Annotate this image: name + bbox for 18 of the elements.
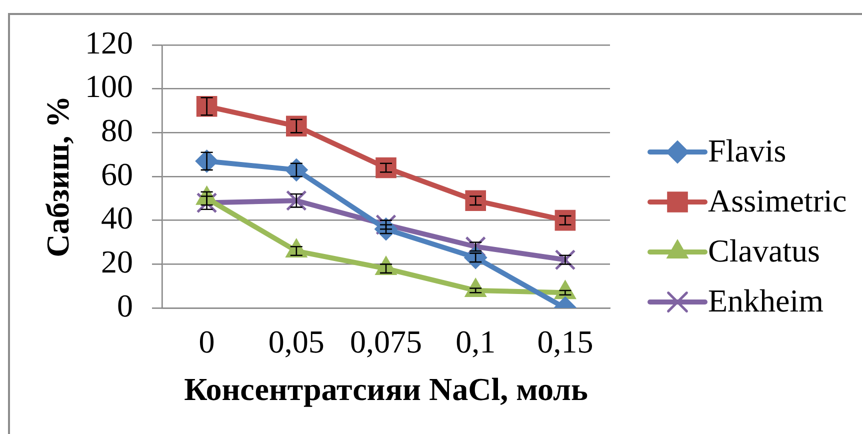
y-tick-label: 120 bbox=[85, 24, 133, 60]
x-tick-label: 0 bbox=[198, 324, 215, 360]
y-tick-label: 60 bbox=[101, 156, 133, 192]
legend-label: Assimetric bbox=[708, 182, 847, 218]
y-tick-label: 40 bbox=[101, 200, 133, 236]
y-tick-label: 0 bbox=[117, 287, 133, 324]
y-tick-label: 20 bbox=[101, 244, 133, 280]
x-tick-label: 0,075 bbox=[350, 324, 422, 360]
x-tick-label: 0,1 bbox=[456, 324, 496, 360]
legend-label: Enkheim bbox=[708, 282, 824, 318]
legend-label: Clavatus bbox=[708, 232, 820, 268]
x-tick-label: 0,05 bbox=[268, 324, 324, 360]
legend-label: Flavis bbox=[708, 132, 786, 168]
x-axis-title: Консентратсияи NaCl, моль bbox=[184, 371, 588, 408]
x-tick-label: 0,15 bbox=[537, 324, 594, 360]
y-tick-label: 80 bbox=[101, 112, 133, 148]
y-axis-title: Сабзиш, % bbox=[39, 96, 76, 258]
y-tick-label: 100 bbox=[85, 68, 133, 104]
